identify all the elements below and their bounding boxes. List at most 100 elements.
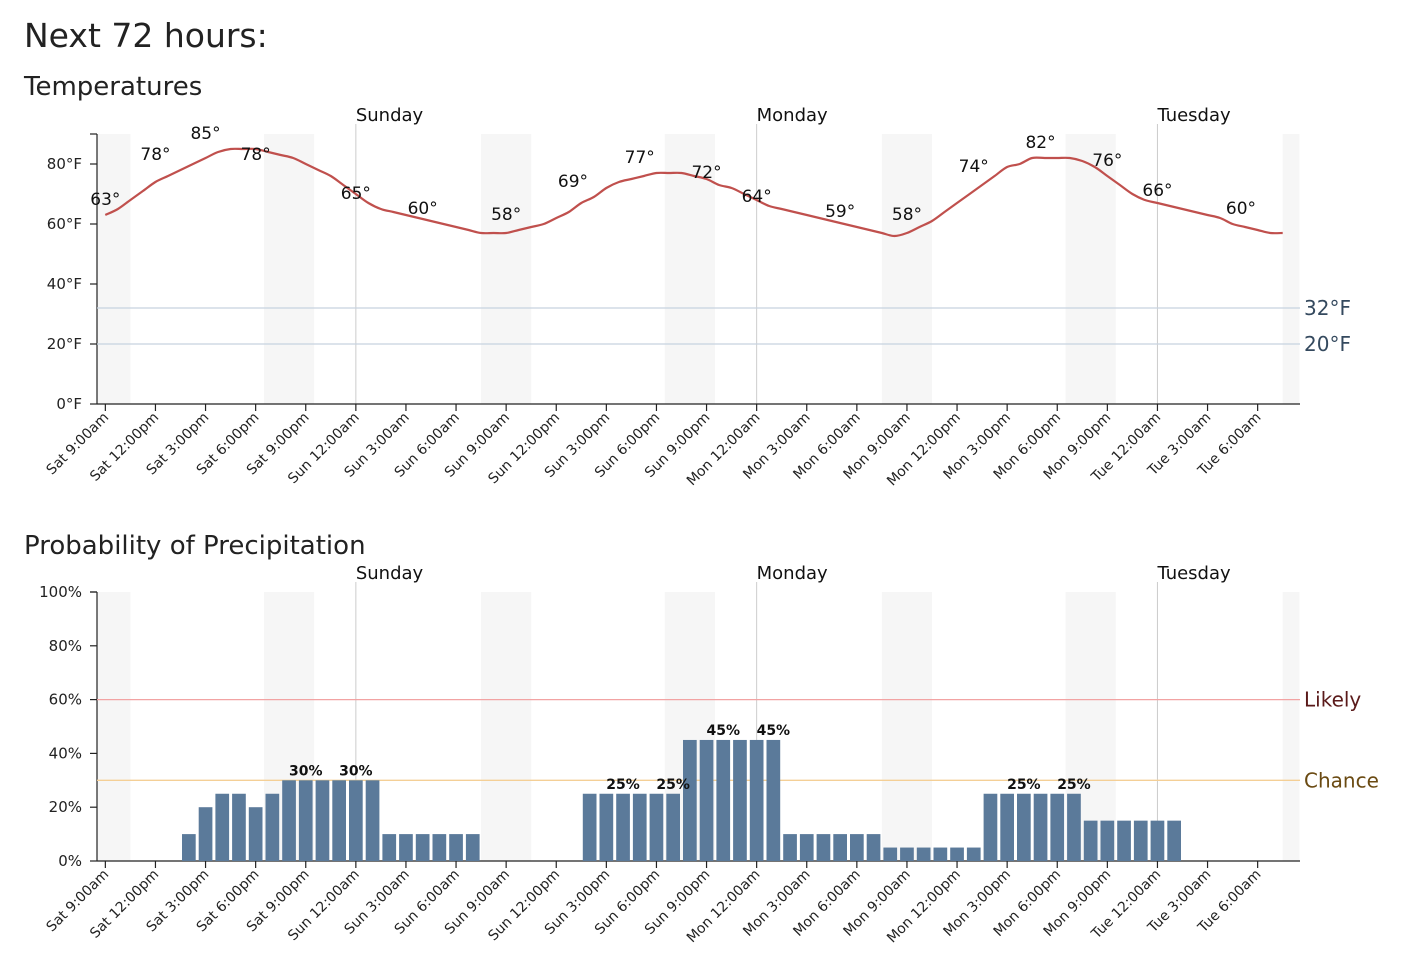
precipitation-bar — [632, 793, 647, 861]
precipitation-bar — [716, 739, 731, 861]
temperature-data-label: 85° — [190, 124, 220, 144]
precipitation-bar — [749, 739, 764, 861]
temperature-data-label: 66° — [1142, 181, 1172, 201]
precipitation-bar — [465, 834, 480, 861]
y-tick-label: 100% — [39, 583, 82, 601]
precipitation-bar — [966, 847, 981, 861]
night-shade-band — [264, 134, 315, 404]
night-shade-band — [97, 134, 131, 404]
precipitation-bar — [248, 807, 263, 861]
precipitation-bar — [766, 739, 781, 861]
reference-line-label: Chance — [1304, 768, 1379, 792]
y-tick-label: 40% — [49, 744, 82, 762]
precipitation-bar — [649, 793, 664, 861]
temperature-data-label: 69° — [558, 172, 588, 192]
precipitation-bar — [298, 780, 313, 861]
y-tick-label: 60°F — [47, 215, 82, 233]
night-shade-band — [481, 134, 532, 404]
y-tick-label: 20% — [49, 798, 82, 816]
precipitation-bar — [582, 793, 597, 861]
temperature-chart: Sunday Monday Tuesday0°F20°F40°F60°F80°FSa… — [44, 105, 1351, 489]
temperature-data-label: 65° — [341, 184, 371, 204]
temperature-data-label: 78° — [140, 145, 170, 165]
precipitation-bar — [1083, 820, 1098, 861]
precipitation-bar — [182, 834, 196, 861]
precipitation-bar — [1117, 820, 1131, 861]
precipitation-bar — [1067, 793, 1081, 861]
precipitation-data-label: 25% — [656, 777, 690, 793]
temperature-data-label: 60° — [408, 199, 438, 219]
precipitation-bar — [733, 739, 747, 861]
precipitation-bar — [332, 780, 346, 861]
temperature-chart-title: Temperatures — [24, 72, 203, 102]
precipitation-bar — [1033, 793, 1048, 861]
precipitation-data-label: 45% — [706, 723, 740, 739]
precipitation-bar — [232, 793, 246, 861]
precipitation-bar — [699, 739, 714, 861]
temperature-data-label: 64° — [742, 187, 772, 207]
temperature-data-label: 58° — [491, 205, 521, 225]
precipitation-bar — [1133, 820, 1148, 861]
precipitation-chart-title: Probability of Precipitation — [24, 531, 366, 561]
y-tick-label: 0% — [58, 852, 82, 870]
y-tick-label: 20°F — [47, 335, 82, 353]
precipitation-bar — [449, 834, 463, 861]
day-label-tuesday: Tuesday — [1156, 105, 1231, 126]
precipitation-data-label: 30% — [289, 763, 323, 779]
precipitation-bar — [315, 780, 330, 861]
precipitation-bar — [833, 834, 847, 861]
precipitation-bar — [215, 793, 230, 861]
precipitation-bar — [382, 834, 397, 861]
precipitation-bar — [883, 847, 898, 861]
temperature-data-label: 63° — [90, 190, 120, 210]
precipitation-bar — [683, 739, 697, 861]
temperature-data-label: 60° — [1226, 199, 1256, 219]
precipitation-bar — [265, 793, 280, 861]
precipitation-bar — [983, 793, 998, 861]
page-title: Next 72 hours: — [24, 16, 268, 55]
precipitation-bar — [1167, 820, 1181, 861]
day-label-sunday: Sunday — [356, 563, 424, 584]
precipitation-bar — [1017, 793, 1031, 861]
night-shade-band — [481, 592, 532, 861]
night-shade-band — [881, 134, 932, 404]
precipitation-bar — [666, 793, 680, 861]
y-tick-label: 40°F — [47, 275, 82, 293]
day-label-sunday: Sunday — [356, 105, 424, 126]
night-shade-band — [97, 592, 131, 861]
reference-line-label: Likely — [1304, 688, 1361, 712]
precipitation-bar — [282, 780, 296, 861]
night-shade-band — [1282, 134, 1300, 404]
precipitation-bar — [616, 793, 630, 861]
precipitation-bar — [1150, 820, 1165, 861]
y-tick-label: 0°F — [56, 395, 82, 413]
precipitation-bar — [1000, 793, 1014, 861]
precipitation-data-label: 25% — [1057, 777, 1091, 793]
precipitation-bar — [850, 834, 864, 861]
precipitation-data-label: 45% — [757, 723, 791, 739]
precipitation-bar — [866, 834, 881, 861]
day-label-tuesday: Tuesday — [1156, 563, 1231, 584]
precipitation-bar — [349, 780, 363, 861]
precipitation-bar — [599, 793, 614, 861]
precipitation-bar — [933, 847, 948, 861]
temperature-data-label: 74° — [959, 157, 989, 177]
precipitation-bar — [1100, 820, 1115, 861]
precipitation-bar — [198, 807, 213, 861]
precipitation-bar — [783, 834, 797, 861]
temperature-data-label: 77° — [625, 148, 655, 168]
temperature-data-label: 59° — [825, 202, 855, 222]
precipitation-bar — [399, 834, 413, 861]
day-label-monday: Monday — [757, 105, 828, 126]
precipitation-bar — [900, 847, 914, 861]
precipitation-data-label: 25% — [1007, 777, 1041, 793]
precipitation-bar — [415, 834, 430, 861]
precipitation-bar — [432, 834, 447, 861]
precipitation-data-label: 25% — [606, 777, 640, 793]
night-shade-band — [1282, 592, 1300, 861]
reference-line-label: 20°F — [1304, 332, 1351, 356]
precipitation-bar — [799, 834, 814, 861]
precipitation-bar — [1050, 793, 1065, 861]
night-shade-band — [1065, 134, 1116, 404]
temperature-data-label: 78° — [241, 145, 271, 165]
